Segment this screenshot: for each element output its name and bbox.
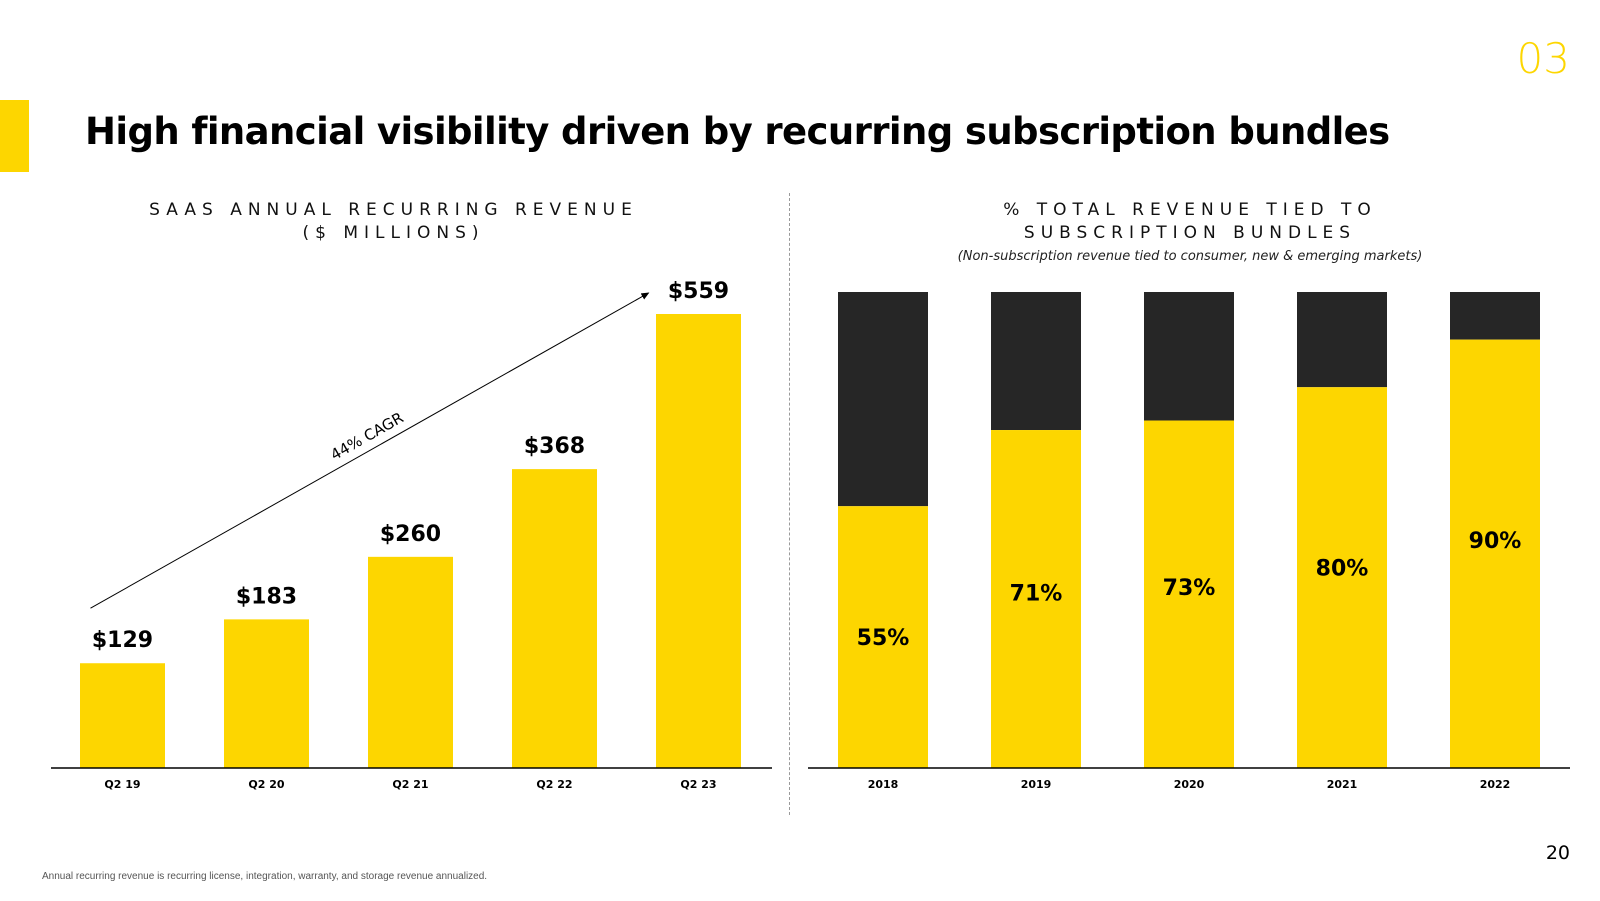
arr-bar	[368, 556, 453, 768]
bundles-chart-subtitle: (Non-subscription revenue tied to consum…	[957, 249, 1423, 264]
arr-data-label: $559	[668, 279, 729, 304]
bundles-chart-title: % TOTAL REVENUE TIED TO SUBSCRIPTION BUN…	[810, 199, 1570, 245]
arr-data-label: $183	[236, 584, 297, 609]
arr-bar-chart: $129 Q2 19 $183 Q2 20 $260 Q2 21 $368 Q2 22 $559…	[51, 279, 772, 791]
arr-bar	[512, 469, 597, 768]
arr-data-label: $368	[524, 434, 585, 459]
bundles-data-label: 55%	[857, 626, 910, 651]
arr-x-tick-label: Q2 20	[248, 778, 284, 791]
bundles-bar-remainder	[1450, 292, 1540, 340]
arr-bar	[224, 619, 309, 768]
arr-x-tick-label: Q2 21	[392, 778, 428, 791]
bundles-chart-title-line-1: % TOTAL REVENUE TIED TO	[1003, 200, 1377, 220]
bundles-x-tick-label: 2021	[1327, 778, 1358, 791]
cagr-arrow	[90, 292, 650, 609]
bundles-data-label: 71%	[1010, 582, 1063, 607]
footnote: Annual recurring revenue is recurring li…	[42, 871, 488, 882]
page-number: 20	[1545, 842, 1570, 864]
arr-chart-title: SAAS ANNUAL RECURRING REVENUE ($ MILLION…	[40, 199, 747, 245]
bundles-data-label: 80%	[1316, 557, 1369, 582]
arr-x-tick-label: Q2 23	[680, 778, 716, 791]
bundles-bar-remainder	[1297, 292, 1387, 388]
arr-chart-title-line-2: ($ MILLIONS)	[302, 223, 485, 243]
arr-bar	[80, 663, 165, 768]
bundles-bar	[991, 430, 1081, 768]
bundles-data-label: 73%	[1163, 576, 1216, 601]
bundles-bar	[1297, 387, 1387, 768]
arr-x-tick-label: Q2 19	[104, 778, 140, 791]
bundles-bar	[838, 506, 928, 768]
arr-chart-title-line-1: SAAS ANNUAL RECURRING REVENUE	[149, 200, 638, 220]
bundles-stacked-bar-chart: 55% 2018 71% 2019 73% 2020 80% 2021 90% 2022	[808, 292, 1570, 791]
bundles-bar-remainder	[1144, 292, 1234, 421]
arr-data-label: $260	[380, 522, 441, 547]
bundles-chart-title-line-2: SUBSCRIPTION BUNDLES	[1023, 223, 1357, 243]
bundles-data-label: 90%	[1469, 529, 1522, 554]
bundles-bar-remainder	[991, 292, 1081, 431]
chart-divider	[789, 193, 790, 815]
bundles-x-tick-label: 2020	[1174, 778, 1205, 791]
arr-data-label: $129	[92, 628, 153, 653]
bundles-x-tick-label: 2019	[1021, 778, 1052, 791]
page-title: High financial visibility driven by recu…	[85, 110, 1390, 153]
bundles-bar	[1144, 420, 1234, 768]
bundles-bar	[1450, 339, 1540, 768]
title-accent-bar	[0, 100, 29, 172]
arr-bar	[656, 314, 741, 768]
section-number: 03	[1516, 34, 1570, 83]
bundles-x-tick-label: 2018	[868, 778, 899, 791]
arr-x-tick-label: Q2 22	[536, 778, 572, 791]
bundles-x-tick-label: 2022	[1480, 778, 1511, 791]
bundles-bar-remainder	[838, 292, 928, 507]
